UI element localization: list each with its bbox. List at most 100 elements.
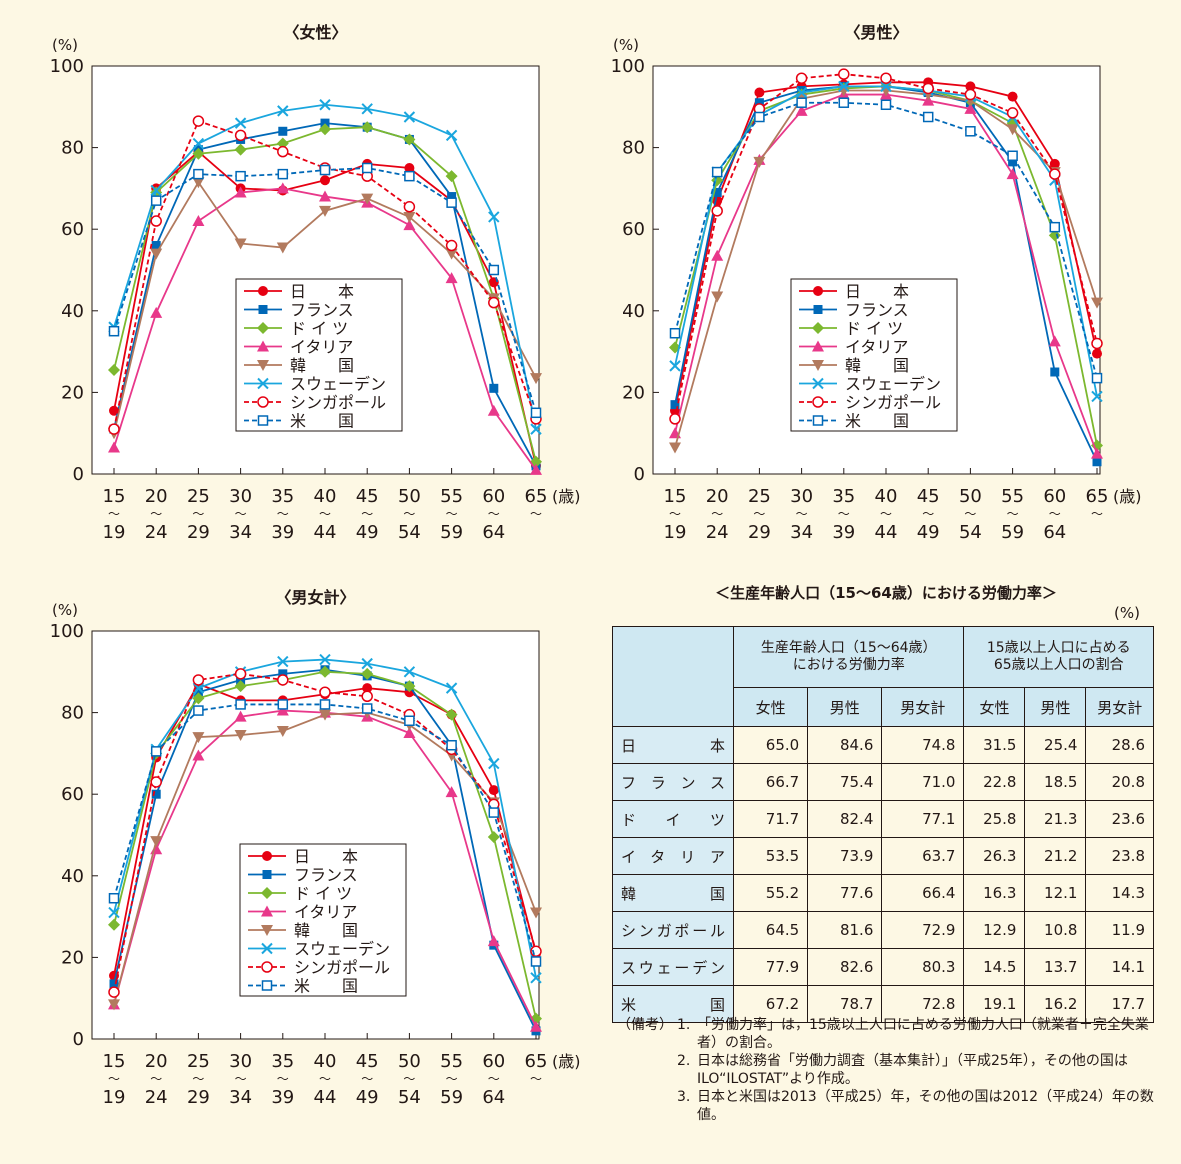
data-point	[1050, 367, 1060, 377]
data-point	[234, 238, 247, 250]
x-tick-label-start: 30	[229, 1051, 252, 1072]
data-point	[192, 674, 205, 686]
series-7	[669, 97, 1103, 384]
x-tick-tilde: 〜	[669, 507, 681, 521]
row-country-name: シンガポール	[612, 911, 734, 949]
data-point	[361, 667, 374, 680]
data-point	[964, 88, 977, 101]
data-point	[1006, 168, 1019, 180]
data-point	[445, 239, 458, 252]
data-point	[754, 111, 765, 123]
x-tick-label-start: 20	[145, 486, 168, 507]
data-point	[235, 699, 246, 710]
x-tick-tilde: 〜	[488, 507, 500, 521]
data-point	[487, 935, 500, 947]
x-tick-label-start: 35	[271, 486, 294, 507]
x-tick-label-start: 50	[398, 486, 421, 507]
note-head: （備考）	[617, 1017, 673, 1033]
table-cell: 17.7	[1085, 985, 1154, 1023]
table-cell: 66.7	[732, 763, 809, 801]
x-tick-label-start: 60	[482, 486, 505, 507]
data-point	[150, 248, 163, 260]
legend-marker	[258, 305, 268, 314]
x-tick-label-start: 30	[790, 486, 813, 507]
table-cell: 71.7	[732, 800, 809, 838]
data-point	[1006, 124, 1019, 136]
x-tick-label-end: 44	[314, 1087, 337, 1108]
data-point	[1008, 157, 1018, 167]
sub-header-1: 男性	[807, 687, 883, 727]
x-tick-label-start: 40	[875, 486, 898, 507]
data-point	[838, 97, 850, 108]
legend-marker	[258, 286, 268, 296]
data-point	[1049, 168, 1061, 180]
x-tick-tilde: 〜	[319, 507, 331, 521]
data-point	[108, 325, 120, 337]
data-point	[403, 219, 416, 231]
data-point	[530, 972, 542, 984]
x-tick-label-end: 64	[1043, 522, 1066, 543]
x-tick-label-start: 25	[748, 486, 771, 507]
x-tick-tilde: 〜	[446, 1072, 458, 1086]
data-point	[922, 111, 934, 123]
y-tick-label: 0	[73, 464, 84, 485]
data-point	[192, 137, 205, 150]
table-cell: 77.6	[807, 874, 883, 912]
data-point	[109, 979, 119, 989]
table-corner	[612, 626, 734, 727]
data-point	[403, 201, 416, 213]
data-point	[108, 986, 120, 998]
data-point	[445, 682, 458, 694]
x-tick-tilde: 〜	[753, 507, 765, 521]
x-tick-tilde: 〜	[319, 1072, 331, 1086]
data-point	[234, 186, 247, 198]
data-point	[1092, 457, 1102, 467]
data-point	[108, 906, 120, 919]
data-point	[530, 907, 542, 919]
series-2	[108, 665, 542, 1025]
data-point	[711, 249, 724, 261]
x-axis-unit: (歳)	[1113, 487, 1142, 506]
group2-label: 15歳以上人口に占める 65歳以上人口の割合	[986, 640, 1131, 673]
legend-marker	[257, 396, 269, 408]
x-tick-tilde: 〜	[711, 507, 723, 521]
labor-rate-table-panel: ＜生産年齢人口（15〜64歳）における労働力率＞ (%) 生産年齢人口（15〜6…	[612, 582, 1160, 1023]
table-title: ＜生産年齢人口（15〜64歳）における労働力率＞	[715, 584, 1057, 602]
data-point	[880, 99, 892, 111]
table-row: ドイツ 71.7 82.4 77.1 25.8 21.3 23.6	[612, 800, 1154, 838]
data-point	[234, 668, 247, 680]
y-axis-unit: (%)	[52, 36, 78, 54]
table-cell: 82.6	[807, 948, 883, 986]
sub-header-2: 男女計	[881, 687, 965, 727]
chart-total: 〈男女計〉(%)02040608010015〜1920〜2425〜2930〜34…	[50, 588, 581, 1108]
data-point	[488, 757, 500, 770]
data-point	[795, 104, 808, 116]
x-tick-label-start: 65	[525, 486, 548, 507]
data-point	[488, 211, 500, 223]
x-tick-label-end: 19	[664, 522, 687, 543]
chart-title: 〈男性〉	[844, 23, 908, 42]
x-tick-label-end: 59	[440, 522, 463, 543]
data-point	[277, 168, 289, 180]
x-tick-label-start: 60	[1043, 486, 1066, 507]
data-point	[1049, 158, 1060, 169]
data-point	[965, 81, 976, 92]
data-point	[319, 123, 331, 136]
table-cell: 21.2	[1024, 837, 1087, 875]
data-point	[669, 360, 681, 372]
y-tick-label: 40	[61, 866, 84, 887]
data-point	[108, 363, 120, 376]
x-tick-label-start: 25	[187, 486, 210, 507]
data-point	[795, 86, 808, 99]
data-point	[404, 715, 415, 727]
legend-marker	[812, 322, 824, 334]
x-tick-tilde: 〜	[922, 507, 934, 521]
legend-label: 日 本	[290, 282, 354, 301]
data-point	[669, 327, 681, 339]
table-cell: 55.2	[732, 874, 809, 912]
table-cell: 13.7	[1024, 948, 1087, 986]
x-tick-label-start: 25	[187, 1051, 210, 1072]
table-row: 韓国 55.2 77.6 66.4 16.3 12.1 14.3	[612, 874, 1154, 912]
table-cell: 71.0	[881, 763, 965, 801]
x-tick-tilde: 〜	[530, 1072, 542, 1086]
